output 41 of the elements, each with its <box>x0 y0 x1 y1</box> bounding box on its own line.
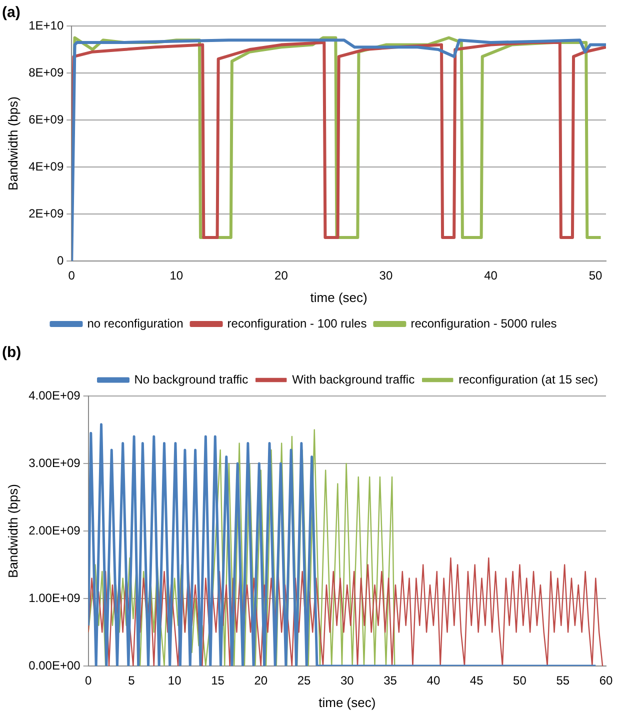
x-tick-label: 10 <box>170 268 184 283</box>
x-tick-label: 45 <box>470 674 484 688</box>
y-axis-title: Bandwidth (bps) <box>5 96 20 190</box>
y-tick-label: 1E+10 <box>28 18 64 32</box>
y-tick-label: 4E+09 <box>28 159 64 174</box>
x-tick-label: 20 <box>254 674 268 688</box>
x-axis-title: time (sec) <box>310 290 368 305</box>
x-tick-label: 10 <box>168 674 182 688</box>
x-tick-label: 55 <box>556 674 570 688</box>
x-tick-label: 5 <box>128 674 136 688</box>
x-tick-label: 20 <box>274 268 288 283</box>
x-tick-label: 35 <box>384 674 398 688</box>
y-tick-label: 0.00E+00 <box>28 658 81 672</box>
x-axis-title: time (sec) <box>318 694 376 710</box>
legend-label: reconfiguration - 5000 rules <box>410 316 557 330</box>
y-tick-label: 2E+09 <box>28 206 64 220</box>
y-axis-title: Bandwidth (bps) <box>5 484 20 578</box>
y-tick-label: 2.00E+09 <box>28 523 81 538</box>
legend-label: reconfiguration (at 15 sec) <box>458 372 598 386</box>
x-tick-label: 15 <box>211 674 225 688</box>
x-tick-label: 30 <box>379 268 393 283</box>
x-tick-label: 30 <box>340 674 354 688</box>
x-tick-label: 25 <box>297 674 312 688</box>
x-tick-label: 60 <box>599 674 613 688</box>
x-tick-label: 0 <box>84 674 92 688</box>
y-tick-label: 6E+09 <box>28 112 64 126</box>
y-tick-label: 0 <box>56 253 64 268</box>
y-tick-label: 4.00E+09 <box>28 388 81 402</box>
chart-title: (b) <box>2 344 22 362</box>
x-tick-label: 40 <box>484 268 498 283</box>
legend-label: no reconfiguration <box>87 316 184 330</box>
legend-label: reconfiguration - 100 rules <box>227 316 367 330</box>
y-tick-label: 3.00E+09 <box>28 456 81 470</box>
legend-label: With background traffic <box>292 372 415 386</box>
y-tick-label: 8E+09 <box>28 65 64 80</box>
chart-title: (a) <box>2 4 20 22</box>
x-tick-label: 50 <box>513 674 527 688</box>
y-tick-label: 1.00E+09 <box>28 590 81 605</box>
legend-label: No background traffic <box>134 372 248 386</box>
x-tick-label: 50 <box>588 268 603 283</box>
x-tick-label: 40 <box>426 674 440 688</box>
